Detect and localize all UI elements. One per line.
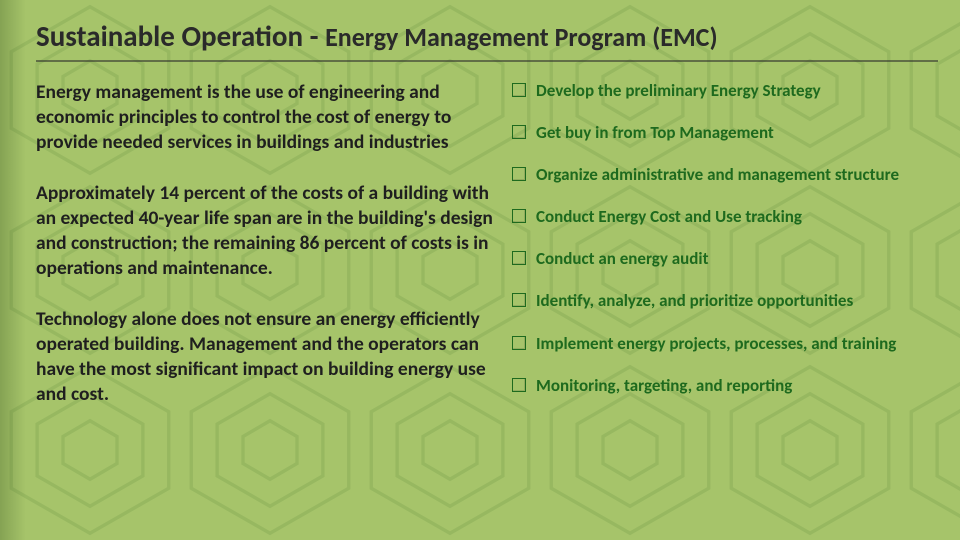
page-title: Sustainable Operation - Energy Managemen…	[36, 18, 938, 62]
list-item: Organize administrative and management s…	[510, 164, 938, 186]
two-column-layout: Energy management is the use of engineer…	[36, 80, 938, 432]
bullet-text: Conduct an energy audit	[536, 248, 708, 269]
bullet-text: Monitoring, targeting, and reporting	[536, 375, 792, 396]
bullet-text: Conduct Energy Cost and Use tracking	[536, 206, 802, 227]
paragraph-3: Technology alone does not ensure an ener…	[36, 307, 506, 407]
bullet-text: Identify, analyze, and prioritize opport…	[536, 290, 853, 311]
title-main: Sustainable Operation -	[36, 18, 325, 54]
list-item: Implement energy projects, processes, an…	[510, 333, 938, 355]
bullet-text: Develop the preliminary Energy Strategy	[536, 80, 821, 101]
list-item: Develop the preliminary Energy Strategy	[510, 80, 938, 102]
title-sub: Energy Management Program (EMC)	[325, 21, 717, 53]
list-item: Identify, analyze, and prioritize opport…	[510, 290, 938, 312]
slide-content: Sustainable Operation - Energy Managemen…	[0, 0, 960, 540]
checklist: Develop the preliminary Energy Strategy …	[510, 80, 938, 397]
list-item: Get buy in from Top Management	[510, 122, 938, 144]
paragraph-1: Energy management is the use of engineer…	[36, 80, 506, 155]
bullet-text: Implement energy projects, processes, an…	[536, 333, 896, 354]
bullet-text: Get buy in from Top Management	[536, 122, 774, 143]
list-item: Conduct Energy Cost and Use tracking	[510, 206, 938, 228]
paragraph-2: Approximately 14 percent of the costs of…	[36, 181, 506, 281]
body-text-column: Energy management is the use of engineer…	[36, 80, 506, 432]
list-item: Monitoring, targeting, and reporting	[510, 375, 938, 397]
bullet-column: Develop the preliminary Energy Strategy …	[506, 80, 938, 432]
list-item: Conduct an energy audit	[510, 248, 938, 270]
bullet-text: Organize administrative and management s…	[536, 164, 899, 185]
